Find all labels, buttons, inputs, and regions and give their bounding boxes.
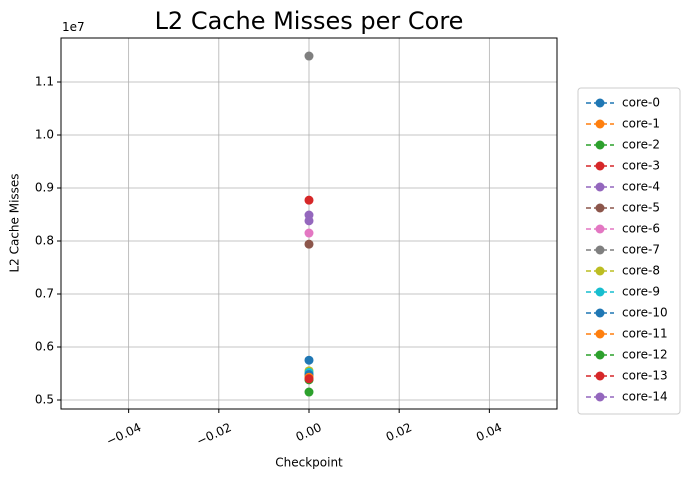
legend-label: core-2 xyxy=(622,138,660,152)
x-tick-label: −0.02 xyxy=(194,420,233,448)
legend-label: core-14 xyxy=(622,390,668,404)
legend-marker xyxy=(595,350,605,360)
point xyxy=(304,228,314,238)
legend-marker xyxy=(595,287,605,297)
legend-marker xyxy=(595,119,605,129)
legend-label: core-9 xyxy=(622,285,660,299)
legend-marker xyxy=(595,203,605,213)
legend-marker xyxy=(595,161,605,171)
x-axis-label: Checkpoint xyxy=(275,456,343,470)
legend-label: core-7 xyxy=(622,243,660,257)
legend-label: core-11 xyxy=(622,327,668,341)
legend-label: core-12 xyxy=(622,348,668,362)
legend-label: core-10 xyxy=(622,306,668,320)
x-tick-label: 0.04 xyxy=(474,420,504,444)
point xyxy=(304,387,314,397)
y-tick-label: 0.9 xyxy=(35,180,54,194)
y-tick-label: 0.7 xyxy=(35,286,54,300)
legend-marker xyxy=(595,224,605,234)
legend-marker xyxy=(595,140,605,150)
chart-title: L2 Cache Misses per Core xyxy=(155,7,464,35)
point xyxy=(304,195,314,205)
legend-marker xyxy=(595,392,605,402)
y-tick-label: 1.0 xyxy=(35,127,54,141)
legend-label: core-3 xyxy=(622,159,660,173)
legend-marker xyxy=(595,329,605,339)
point xyxy=(304,374,314,384)
point xyxy=(304,51,314,61)
x-tick-label: 0.00 xyxy=(294,420,324,444)
y-tick-label: 0.6 xyxy=(35,339,54,353)
y-tick-label: 0.5 xyxy=(35,392,54,406)
x-tick-label: −0.04 xyxy=(104,420,143,448)
legend-label: core-5 xyxy=(622,201,660,215)
y-axis-label: L2 Cache Misses xyxy=(8,173,22,272)
point xyxy=(304,355,314,365)
legend-label: core-0 xyxy=(622,96,660,110)
legend-label: core-4 xyxy=(622,180,660,194)
plot-frame xyxy=(60,37,558,410)
legend-label: core-8 xyxy=(622,264,660,278)
legend-marker xyxy=(595,98,605,108)
x-tick-label: 0.02 xyxy=(384,420,414,444)
legend-label: core-1 xyxy=(622,117,660,131)
legend-marker xyxy=(595,182,605,192)
y-tick-label: 0.8 xyxy=(35,233,54,247)
legend-marker xyxy=(595,371,605,381)
legend-marker xyxy=(595,266,605,276)
y-offset-label: 1e7 xyxy=(62,20,85,34)
point xyxy=(304,239,314,249)
legend-label: core-13 xyxy=(622,369,668,383)
legend-marker xyxy=(595,245,605,255)
y-tick-label: 1.1 xyxy=(35,74,54,88)
legend-marker xyxy=(595,308,605,318)
point xyxy=(304,216,314,226)
legend-label: core-6 xyxy=(622,222,660,236)
